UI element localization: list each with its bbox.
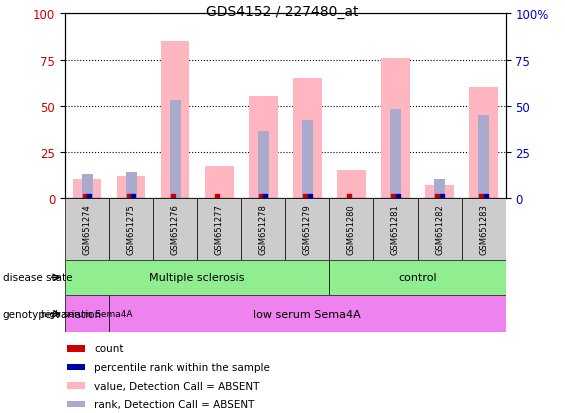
Bar <box>373 198 418 260</box>
Text: Multiple sclerosis: Multiple sclerosis <box>149 273 245 283</box>
Bar <box>293 79 321 198</box>
Bar <box>197 198 241 260</box>
Text: GDS4152 / 227480_at: GDS4152 / 227480_at <box>206 5 359 19</box>
Bar <box>470 88 498 198</box>
Bar <box>67 382 85 389</box>
Text: control: control <box>398 273 437 283</box>
Bar <box>381 59 410 198</box>
Text: GSM651283: GSM651283 <box>479 204 488 254</box>
Bar <box>153 198 197 260</box>
Bar <box>109 198 153 260</box>
Text: GSM651277: GSM651277 <box>215 204 224 254</box>
Bar <box>67 401 85 407</box>
Text: disease state: disease state <box>3 273 72 283</box>
Bar <box>65 295 109 332</box>
Bar <box>117 176 145 198</box>
Bar <box>462 198 506 260</box>
Bar <box>329 260 506 295</box>
Bar <box>125 173 137 198</box>
Text: GSM651279: GSM651279 <box>303 204 312 254</box>
Text: count: count <box>94 344 124 354</box>
Bar <box>241 198 285 260</box>
Text: GSM651278: GSM651278 <box>259 204 268 254</box>
Text: rank, Detection Call = ABSENT: rank, Detection Call = ABSENT <box>94 399 255 409</box>
Bar <box>170 101 181 198</box>
Bar <box>390 110 401 198</box>
Bar <box>65 260 329 295</box>
Text: GSM651274: GSM651274 <box>82 204 92 254</box>
Text: GSM651276: GSM651276 <box>171 204 180 254</box>
Text: GSM651280: GSM651280 <box>347 204 356 254</box>
Text: genotype/variation: genotype/variation <box>3 309 102 319</box>
Bar <box>478 116 489 198</box>
Bar <box>249 97 277 198</box>
Bar <box>418 198 462 260</box>
Text: low serum Sema4A: low serum Sema4A <box>254 309 361 319</box>
Text: value, Detection Call = ABSENT: value, Detection Call = ABSENT <box>94 381 260 391</box>
Bar <box>434 180 445 198</box>
Bar <box>65 198 109 260</box>
Bar <box>329 198 373 260</box>
Bar <box>205 167 233 198</box>
Bar <box>425 185 454 198</box>
Bar <box>161 42 189 198</box>
Bar <box>73 180 101 198</box>
Bar <box>302 121 313 198</box>
Bar <box>67 345 85 352</box>
Text: GSM651281: GSM651281 <box>391 204 400 254</box>
Text: GSM651275: GSM651275 <box>127 204 136 254</box>
Bar <box>285 198 329 260</box>
Text: high serum Sema4A: high serum Sema4A <box>41 309 133 318</box>
Bar <box>81 174 93 198</box>
Bar <box>337 171 366 198</box>
Bar <box>258 132 269 198</box>
Bar <box>67 364 85 370</box>
Text: percentile rank within the sample: percentile rank within the sample <box>94 362 270 372</box>
Text: GSM651282: GSM651282 <box>435 204 444 254</box>
